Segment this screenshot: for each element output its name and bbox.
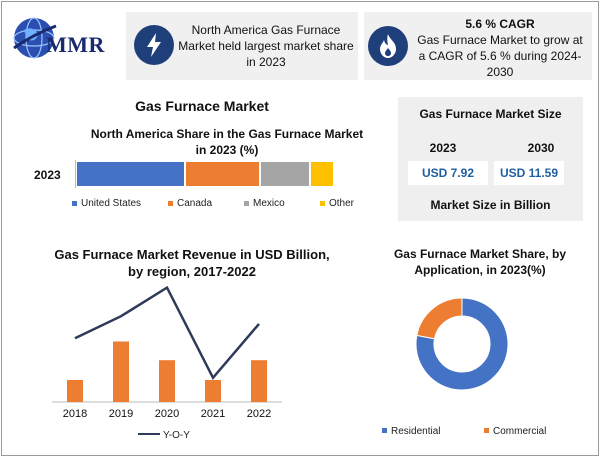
logo: MMR: [8, 12, 120, 66]
revenue-chart-title: Gas Furnace Market Revenue in USD Billio…: [42, 246, 342, 280]
legend-swatch: [72, 200, 77, 206]
donut-chart: Residential Commercial: [382, 297, 546, 437]
revenue-bar: [251, 360, 267, 402]
value-2023: USD 7.92: [408, 161, 488, 185]
stacked-category-label: 2023: [34, 168, 61, 182]
flame-icon: [368, 26, 408, 66]
donut-legend-swatch: [484, 428, 489, 433]
stacked-segment-canada: [185, 162, 259, 186]
logo-text: MMR: [46, 32, 105, 57]
legend-label: Other: [329, 198, 355, 209]
main-title: Gas Furnace Market: [135, 98, 269, 114]
info-line: North America Gas Furnace: [191, 23, 341, 37]
year-2023: 2023: [429, 141, 457, 155]
lightning-icon: [134, 25, 174, 65]
yoy-legend-label: Y-O-Y: [163, 430, 190, 441]
info-box-cagr-text: 5.6 % CAGR Gas Furnace Market to grow at…: [412, 16, 588, 80]
legend-swatch: [320, 200, 325, 206]
title-line: Gas Furnace Market Revenue in USD Billio…: [54, 247, 330, 262]
market-size-footer: Market Size in Billion: [430, 198, 551, 212]
donut-legend-label: Residential: [391, 426, 440, 437]
revenue-bar: [113, 341, 129, 402]
value-2030: USD 11.59: [494, 161, 564, 185]
info-box-cagr: 5.6 % CAGR Gas Furnace Market to grow at…: [364, 12, 592, 80]
donut-legend-label: Commercial: [493, 426, 546, 437]
stacked-segment-other: [311, 162, 333, 186]
donut-chart-title: Gas Furnace Market Share, by Application…: [380, 246, 580, 278]
globe-icon: [13, 17, 57, 59]
revenue-chart: 2018 2019 2020 2021 2022 Y-O-Y: [52, 285, 282, 441]
legend-label: United States: [81, 198, 142, 209]
info-line: a CAGR of 5.6 % during 2024-: [418, 49, 582, 63]
stacked-legend-item: Mexico: [244, 198, 285, 209]
market-size-box: Gas Furnace Market Size 2023 2030 USD 7.…: [398, 97, 583, 221]
stacked-segment-united-states: [77, 162, 184, 186]
info-line: 2030: [486, 65, 514, 79]
x-tick-label: 2021: [201, 408, 225, 420]
title-line: Gas Furnace Market Share, by: [393, 247, 567, 261]
donut-legend-swatch: [382, 428, 387, 433]
stacked-segment-mexico: [260, 162, 310, 186]
x-tick-label: 2018: [63, 408, 87, 420]
stacked-axis: [75, 160, 76, 188]
stacked-legend-item: Canada: [168, 198, 212, 209]
revenue-bar: [159, 360, 175, 402]
year-2030: 2030: [527, 141, 555, 155]
legend-label: Mexico: [253, 198, 285, 209]
info-line: Gas Furnace Market to grow at: [417, 33, 583, 47]
x-tick-label: 2022: [247, 408, 271, 420]
title-line: Application, in 2023(%): [414, 263, 546, 277]
legend-label: Canada: [177, 198, 213, 209]
info-line: in 2023: [246, 55, 286, 69]
x-tick-label: 2019: [109, 408, 133, 420]
info-box-region: North America Gas Furnace Market held la…: [126, 12, 358, 80]
title-line: in 2023 (%): [195, 143, 259, 157]
donut-slice-residential: [415, 297, 509, 391]
title-line: by region, 2017-2022: [128, 264, 256, 279]
x-tick-label: 2020: [155, 408, 179, 420]
revenue-bar: [205, 380, 221, 402]
legend-swatch: [168, 200, 173, 206]
stacked-legend-item: United States: [72, 198, 141, 209]
donut-slice-commercial: [416, 297, 463, 340]
cagr-headline: 5.6 % CAGR: [465, 17, 535, 31]
stacked-chart-title: North America Share in the Gas Furnace M…: [72, 126, 382, 158]
market-size-title: Gas Furnace Market Size: [419, 107, 562, 121]
info-box-region-text: North America Gas Furnace Market held la…: [178, 22, 354, 70]
info-line: Market held largest market share: [178, 39, 354, 53]
legend-swatch: [244, 200, 249, 206]
stacked-bar: [77, 162, 333, 186]
stacked-legend-item: Other: [320, 198, 354, 209]
title-line: North America Share in the Gas Furnace M…: [90, 127, 364, 141]
revenue-bar: [67, 380, 83, 402]
yoy-line: [74, 285, 260, 381]
